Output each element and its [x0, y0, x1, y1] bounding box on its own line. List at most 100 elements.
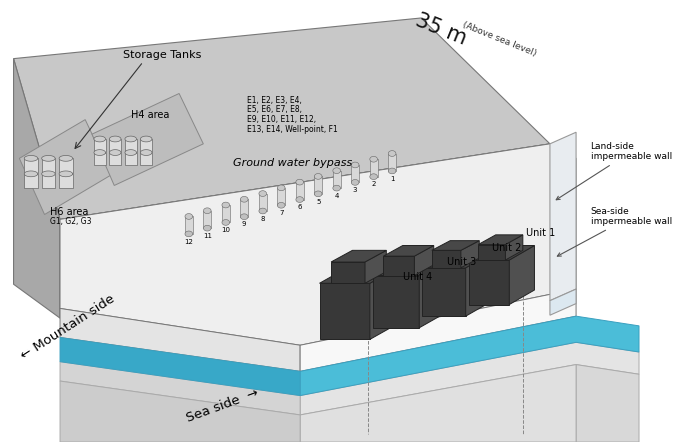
- Text: (Above sea level): (Above sea level): [460, 20, 538, 59]
- Polygon shape: [203, 208, 211, 214]
- Text: Unit 1: Unit 1: [525, 228, 555, 238]
- Text: 12: 12: [184, 239, 193, 245]
- Polygon shape: [110, 150, 121, 155]
- Polygon shape: [351, 180, 359, 185]
- Polygon shape: [333, 185, 340, 191]
- Polygon shape: [125, 136, 136, 142]
- Polygon shape: [259, 194, 266, 211]
- Polygon shape: [300, 316, 639, 396]
- Polygon shape: [370, 156, 377, 162]
- Polygon shape: [432, 241, 480, 250]
- Polygon shape: [42, 171, 55, 177]
- Polygon shape: [42, 158, 55, 173]
- Polygon shape: [388, 168, 396, 174]
- Polygon shape: [60, 381, 300, 442]
- Polygon shape: [314, 191, 322, 197]
- Polygon shape: [259, 191, 266, 197]
- Text: E1, E2, E3, E4,: E1, E2, E3, E4,: [247, 96, 302, 105]
- Polygon shape: [370, 159, 377, 177]
- Polygon shape: [466, 252, 493, 316]
- Text: H4 area: H4 area: [131, 110, 169, 120]
- Polygon shape: [185, 214, 192, 220]
- Polygon shape: [140, 153, 152, 165]
- Text: 10: 10: [221, 227, 230, 233]
- Polygon shape: [19, 120, 112, 215]
- Text: Unit 4: Unit 4: [403, 272, 432, 282]
- Text: Ground water bypass: Ground water bypass: [233, 158, 352, 168]
- Polygon shape: [319, 266, 401, 283]
- Polygon shape: [42, 174, 55, 188]
- Polygon shape: [60, 144, 576, 345]
- Text: 2: 2: [371, 181, 376, 187]
- Polygon shape: [331, 262, 365, 283]
- Polygon shape: [185, 231, 192, 237]
- Text: H6 area: H6 area: [50, 207, 89, 217]
- Polygon shape: [384, 256, 414, 276]
- Text: Unit 2: Unit 2: [492, 243, 521, 254]
- Polygon shape: [92, 94, 203, 185]
- Polygon shape: [300, 365, 576, 442]
- Polygon shape: [94, 136, 105, 142]
- Polygon shape: [110, 153, 121, 165]
- Polygon shape: [60, 362, 300, 415]
- Polygon shape: [296, 197, 303, 202]
- Polygon shape: [60, 337, 300, 396]
- Polygon shape: [370, 266, 401, 340]
- Polygon shape: [373, 276, 419, 328]
- Polygon shape: [469, 246, 534, 260]
- Polygon shape: [203, 225, 211, 231]
- Text: ← Mountain side: ← Mountain side: [18, 293, 117, 363]
- Polygon shape: [240, 214, 248, 220]
- Polygon shape: [422, 252, 493, 268]
- Polygon shape: [370, 174, 377, 180]
- Polygon shape: [419, 259, 448, 328]
- Polygon shape: [384, 246, 434, 256]
- Polygon shape: [140, 150, 152, 155]
- Text: 11: 11: [203, 233, 212, 239]
- Text: 8: 8: [260, 216, 265, 222]
- Polygon shape: [388, 154, 396, 171]
- Polygon shape: [24, 174, 38, 188]
- Polygon shape: [314, 173, 322, 179]
- Polygon shape: [42, 155, 55, 161]
- Polygon shape: [24, 155, 38, 161]
- Polygon shape: [240, 199, 248, 217]
- Polygon shape: [388, 151, 396, 156]
- Text: 6: 6: [297, 204, 302, 210]
- Polygon shape: [478, 235, 523, 245]
- Polygon shape: [331, 250, 386, 262]
- Text: Unit 3: Unit 3: [447, 257, 477, 267]
- Polygon shape: [461, 241, 480, 268]
- Polygon shape: [125, 139, 136, 151]
- Polygon shape: [94, 153, 105, 165]
- Polygon shape: [300, 342, 639, 415]
- Polygon shape: [203, 211, 211, 228]
- Polygon shape: [277, 202, 285, 208]
- Polygon shape: [14, 59, 60, 318]
- Polygon shape: [59, 158, 73, 173]
- Polygon shape: [576, 365, 639, 442]
- Polygon shape: [296, 179, 303, 185]
- Polygon shape: [333, 171, 340, 188]
- Polygon shape: [333, 168, 340, 173]
- Polygon shape: [351, 165, 359, 182]
- Text: E13, E14, Well-point, F1: E13, E14, Well-point, F1: [247, 125, 338, 134]
- Polygon shape: [59, 174, 73, 188]
- Polygon shape: [222, 205, 229, 223]
- Polygon shape: [60, 144, 550, 318]
- Text: 5: 5: [316, 198, 321, 205]
- Polygon shape: [432, 250, 461, 268]
- Polygon shape: [59, 155, 73, 161]
- Polygon shape: [469, 260, 509, 305]
- Text: Land-side
impermeable wall: Land-side impermeable wall: [556, 142, 672, 200]
- Polygon shape: [140, 136, 152, 142]
- Text: E5, E6, E7, E8,: E5, E6, E7, E8,: [247, 105, 302, 114]
- Text: Sea-side
impermeable wall: Sea-side impermeable wall: [558, 207, 672, 256]
- Text: 7: 7: [279, 210, 284, 216]
- Polygon shape: [222, 220, 229, 225]
- Polygon shape: [94, 139, 105, 151]
- Polygon shape: [140, 139, 152, 151]
- Text: G1, G2, G3: G1, G2, G3: [50, 217, 92, 226]
- Polygon shape: [414, 246, 434, 276]
- Polygon shape: [365, 250, 386, 283]
